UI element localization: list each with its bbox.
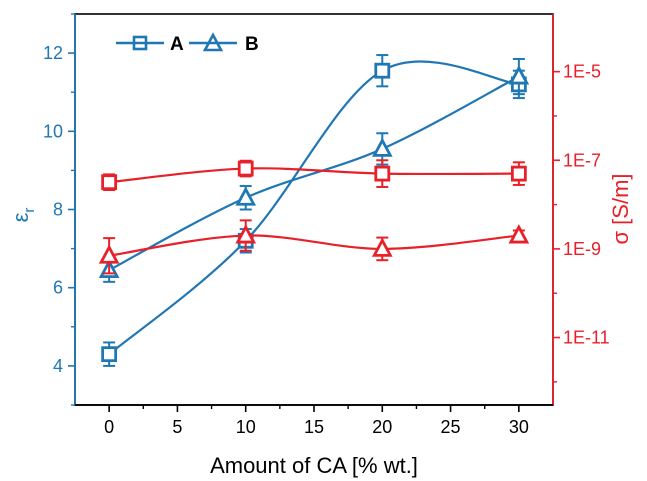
- series-0-point: [101, 346, 118, 363]
- series-2-point: [101, 174, 118, 191]
- x-tick-label: 5: [172, 417, 182, 437]
- series-2-point: [510, 165, 527, 182]
- x-tick-label: 20: [372, 417, 392, 437]
- series-0-point: [374, 62, 391, 79]
- right-y-tick-label: 1E-5: [563, 62, 601, 82]
- left-axis-label: εr: [8, 208, 38, 223]
- series-1-point: [508, 65, 530, 85]
- left-y-tick-label: 6: [53, 278, 63, 298]
- series-0-line: [108, 60, 519, 356]
- x-tick-label: 10: [236, 417, 256, 437]
- legend: A B: [116, 32, 259, 55]
- left-axis-label-subscript: r: [21, 208, 38, 213]
- series-3-line: [108, 234, 519, 257]
- axes-layer: 0 5 10 15 20 25 30 4 6 8 10 12 1E-11 1E-9 1E-7 1E-5: [43, 13, 610, 437]
- left-y-tick-label: 12: [43, 43, 63, 63]
- x-tick-label: 30: [509, 417, 529, 437]
- series-1-line: [108, 75, 520, 272]
- series-3-point: [508, 224, 530, 244]
- x-tick-label: 0: [104, 417, 114, 437]
- legend-marker-B: [202, 32, 224, 52]
- series-3-point: [98, 244, 120, 264]
- series-2-line: [109, 167, 519, 184]
- legend-marker-A: [132, 35, 148, 51]
- series-2-point: [374, 165, 391, 182]
- left-y-tick-label: 10: [43, 121, 63, 141]
- left-y-tick-label: 8: [53, 200, 63, 220]
- right-axis-label: σ [S/m]: [608, 173, 633, 244]
- right-y-tick-label: 1E-9: [563, 239, 601, 259]
- series-3-point: [235, 224, 257, 244]
- legend-label-B: B: [245, 34, 259, 55]
- right-y-tick-label: 1E-7: [563, 150, 601, 170]
- x-tick-label: 15: [304, 417, 324, 437]
- series-1-point: [371, 137, 393, 157]
- left-y-tick-label: 4: [53, 356, 63, 376]
- x-tick-label: 25: [441, 417, 461, 437]
- plot-layer: [98, 54, 530, 367]
- x-axis-label: Amount of CA [% wt.]: [210, 453, 418, 478]
- series-3-point: [371, 237, 393, 257]
- legend-label-A: A: [170, 34, 184, 55]
- right-y-tick-label: 1E-11: [563, 328, 610, 348]
- series-1-point: [235, 186, 257, 206]
- series-2-point: [237, 160, 254, 177]
